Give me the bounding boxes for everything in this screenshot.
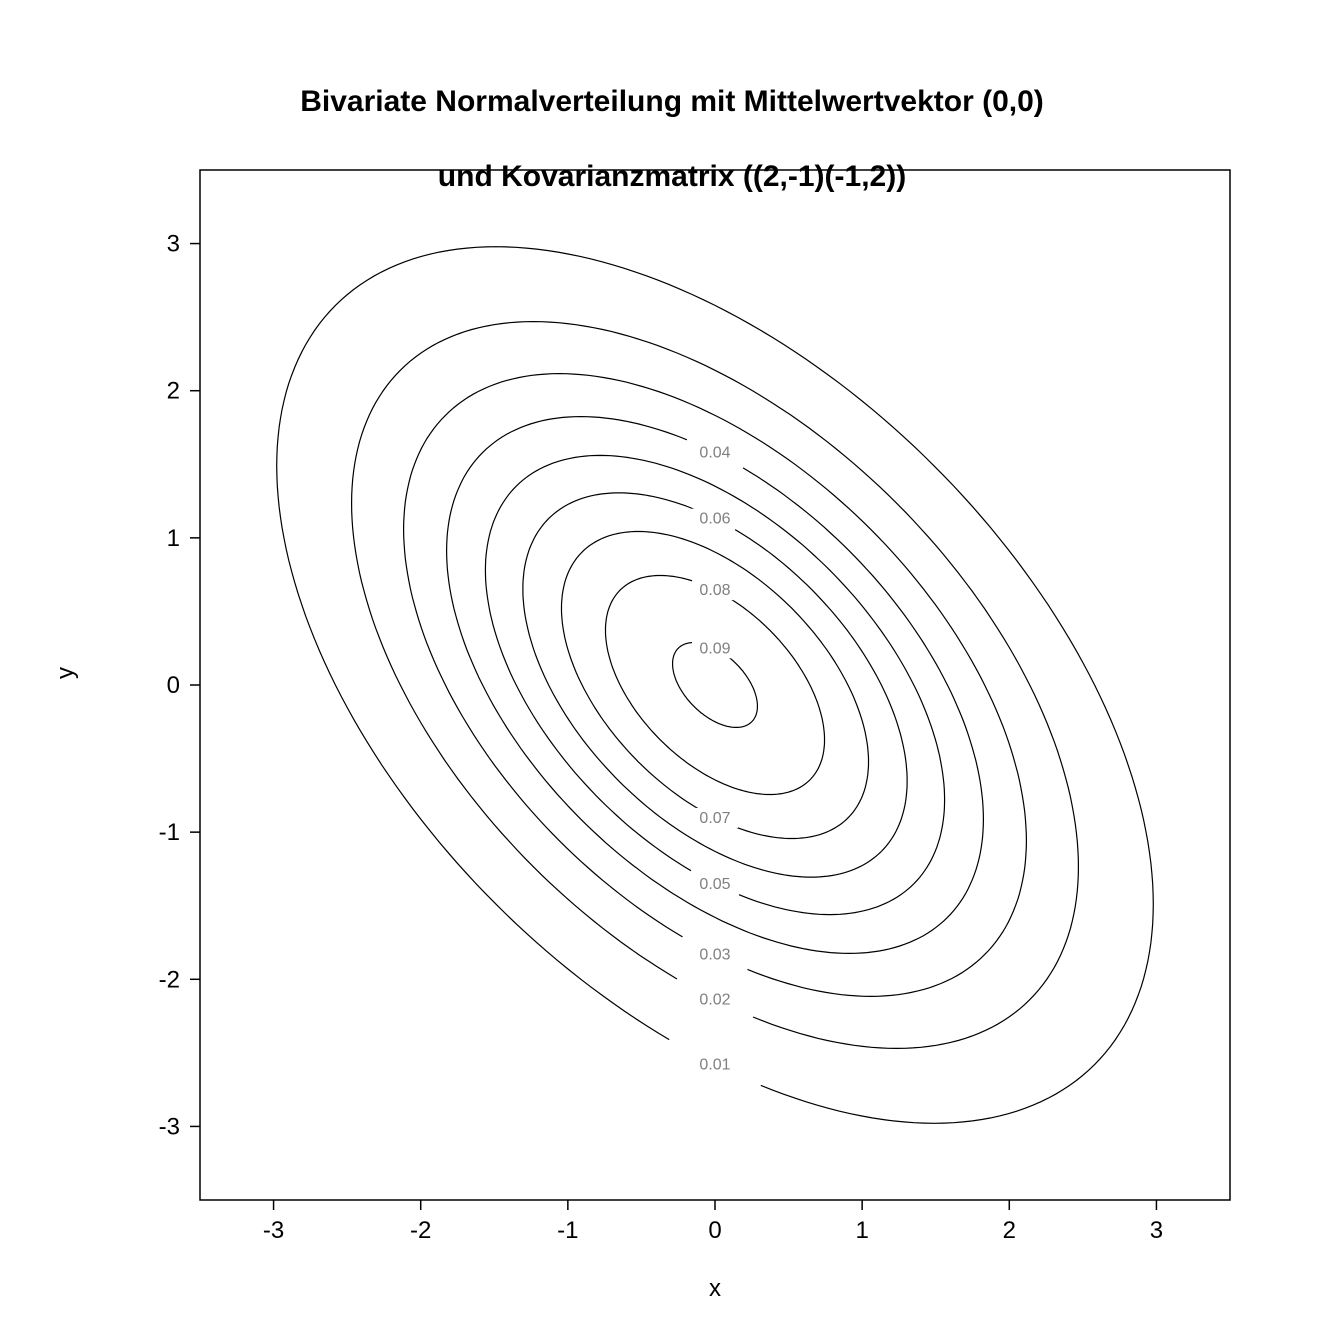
contour-label: 0.03 <box>699 947 730 964</box>
x-tick-label: -1 <box>557 1217 578 1244</box>
contour-label: 0.07 <box>699 810 730 827</box>
contour-line <box>404 374 1027 997</box>
contour-label: 0.01 <box>699 1057 730 1074</box>
y-tick-label: -2 <box>159 966 180 993</box>
contour-plot: -3 -2 -1 0 1 2 3 -3 -2 -1 0 1 2 3 0.01 0.02 0.03 0.04 0.05… <box>0 0 1344 1344</box>
x-tick-label: 0 <box>708 1217 721 1244</box>
x-tick-label: -3 <box>263 1217 284 1244</box>
contour-line <box>352 322 1079 1049</box>
y-tick-label: 1 <box>167 525 180 552</box>
contour-line <box>562 532 869 839</box>
y-tick-label: 2 <box>167 378 180 405</box>
contour-label: 0.04 <box>699 445 730 462</box>
contour-label: 0.06 <box>699 511 730 528</box>
x-tick-label: -2 <box>410 1217 431 1244</box>
contour-line <box>447 417 984 954</box>
x-tick-label: 2 <box>1003 1217 1016 1244</box>
x-axis-label: x <box>200 1275 1230 1303</box>
y-tick-label: 0 <box>167 672 180 699</box>
y-tick-label: 3 <box>167 231 180 258</box>
contour-label: 0.09 <box>699 640 730 657</box>
y-axis-label: y <box>52 667 80 679</box>
x-tick-label: 1 <box>855 1217 868 1244</box>
contour-label: 0.05 <box>699 876 730 893</box>
y-tick-label: -1 <box>159 819 180 846</box>
contour-label: 0.08 <box>699 582 730 599</box>
y-tick-label: -3 <box>159 1113 180 1140</box>
x-tick-label: 3 <box>1150 1217 1163 1244</box>
plot-border <box>200 170 1230 1200</box>
contour-label: 0.02 <box>699 992 730 1009</box>
